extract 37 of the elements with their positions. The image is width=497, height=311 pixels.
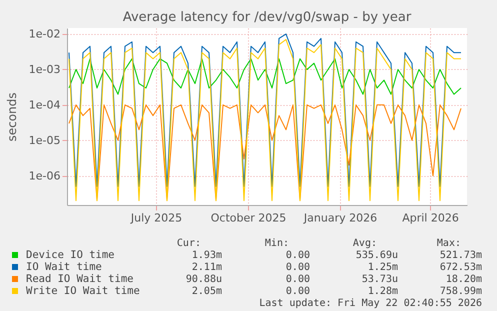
x-tick-label: October 2025 [210,212,286,224]
text: 0.00 [286,262,310,273]
x-tick-label: January 2026 [302,212,378,224]
x-tick-label: April 2026 [402,212,459,224]
y-axis-title: seconds [4,92,19,142]
legend-label: IO Wait time [26,261,102,273]
text: 758.99m [440,286,482,297]
chart-title: Average latency for /dev/vg0/swap - by year [122,10,412,25]
line-series [68,58,462,95]
text: 2.11m [192,262,222,273]
legend-label: Device IO time [26,249,115,261]
y-tick-label: 1e-03 [28,62,60,76]
text: Avg: [352,238,377,249]
text: 1.93m [192,250,222,261]
text: 672.53m [440,262,482,273]
legend-label: Read IO Wait time [26,273,134,285]
text: 1.25m [368,262,398,273]
text: Cur: [176,238,201,249]
y-tick-label: 1e-02 [28,28,60,41]
text: Last update: Fri May 22 02:40:55 2026 [259,298,482,309]
text: 90.88u [186,274,222,285]
text: 0.00 [286,274,310,285]
x-tick-label: July 2025 [130,212,182,224]
text: 535.69u [356,250,398,261]
text: 1.28m [368,286,398,297]
y-tick-label: 1e-06 [28,169,60,182]
text: Max: [436,238,461,249]
text: 0.00 [286,286,310,297]
text: 2.05m [192,286,222,297]
text: 0.00 [286,250,310,261]
text: 53.73u [362,274,398,285]
text: 18.20m [446,274,482,285]
text: Min: [264,238,289,249]
y-tick-label: 1e-05 [28,134,60,147]
legend-label: Write IO Wait time [26,285,140,297]
text: 521.73m [440,250,482,261]
y-tick-label: 1e-04 [28,98,60,112]
